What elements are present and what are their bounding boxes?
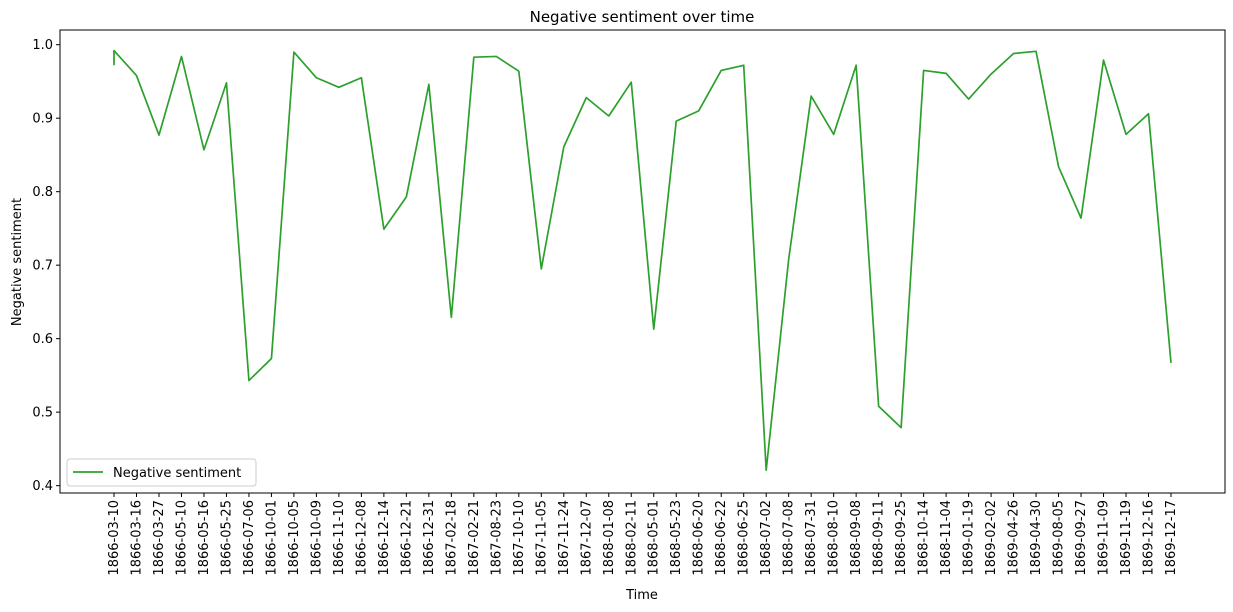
x-tick-label: 1869-01-19 — [962, 500, 977, 576]
y-tick-label: 0.4 — [32, 479, 53, 494]
x-tick-label: 1868-06-20 — [692, 500, 707, 576]
x-tick-label: 1868-09-25 — [894, 500, 909, 576]
legend-label: Negative sentiment — [113, 466, 241, 481]
x-tick-label: 1867-02-21 — [467, 500, 482, 576]
x-tick-label: 1866-05-16 — [197, 500, 212, 576]
x-tick-label: 1869-11-19 — [1119, 500, 1134, 576]
x-tick-label: 1868-02-11 — [624, 500, 639, 576]
x-tick-label: 1866-03-16 — [129, 500, 144, 576]
x-tick-label: 1867-10-10 — [512, 500, 527, 576]
x-tick-label: 1867-02-18 — [444, 500, 459, 576]
x-tick-label: 1868-05-23 — [669, 500, 684, 576]
x-tick-label: 1866-10-05 — [287, 500, 302, 576]
x-tick-label: 1868-06-22 — [714, 500, 729, 576]
x-tick-label: 1868-08-10 — [827, 500, 842, 576]
x-tick-label: 1866-03-10 — [107, 500, 122, 576]
x-tick-label: 1869-08-05 — [1052, 500, 1067, 576]
series-layer — [113, 49, 1172, 472]
x-tick-label: 1866-10-01 — [264, 500, 279, 576]
x-tick-label: 1868-01-08 — [602, 500, 617, 576]
x-tick-label: 1867-08-23 — [489, 500, 504, 576]
x-tick-label: 1868-07-08 — [782, 500, 797, 576]
x-axis-title: Time — [625, 588, 658, 603]
x-tick-label: 1866-05-25 — [219, 500, 234, 576]
y-tick-label: 0.8 — [32, 185, 53, 200]
x-tick-label: 1869-09-27 — [1074, 500, 1089, 576]
plot-frame — [59, 29, 1226, 494]
plot-area — [60, 30, 1225, 493]
series-line-negative-sentiment — [113, 49, 1172, 472]
x-tick-label: 1867-11-05 — [534, 500, 549, 576]
y-tick-label: 0.7 — [32, 259, 53, 274]
legend: Negative sentiment — [66, 458, 257, 487]
x-tick-label: 1866-07-06 — [242, 500, 257, 576]
y-axis-title: Negative sentiment — [10, 198, 25, 326]
chart-title: Negative sentiment over time — [530, 8, 755, 26]
x-tick-label: 1866-05-10 — [174, 500, 189, 576]
x-tick-label: 1866-11-10 — [332, 500, 347, 576]
x-tick-label: 1868-10-14 — [917, 500, 932, 576]
x-tick-label: 1869-04-26 — [1007, 500, 1022, 576]
y-axis: 0.4 0.5 0.6 0.7 0.8 0.9 1.0 — [32, 38, 60, 494]
x-tick-label: 1868-11-04 — [939, 500, 954, 576]
y-tick-label: 1.0 — [32, 38, 53, 53]
x-tick-label: 1867-12-07 — [579, 500, 594, 576]
x-tick-label: 1868-05-01 — [647, 500, 662, 576]
x-tick-label: 1868-09-08 — [849, 500, 864, 576]
x-tick-label: 1866-12-08 — [354, 500, 369, 576]
x-tick-label: 1869-02-02 — [984, 500, 999, 576]
x-tick-label: 1869-12-16 — [1142, 500, 1157, 576]
x-tick-label: 1869-12-17 — [1164, 500, 1179, 576]
x-tick-label: 1866-12-31 — [422, 500, 437, 576]
x-tick-label: 1868-07-31 — [804, 500, 819, 576]
x-tick-label: 1868-06-25 — [737, 500, 752, 576]
x-tick-label: 1866-03-27 — [152, 500, 167, 576]
y-tick-label: 0.6 — [32, 332, 53, 347]
y-tick-label: 0.5 — [32, 406, 53, 421]
x-tick-label: 1869-11-09 — [1097, 500, 1112, 576]
x-tick-label: 1868-09-11 — [872, 500, 887, 576]
x-tick-label: 1869-04-30 — [1029, 500, 1044, 576]
x-axis: 1866-03-10 1866-03-16 1866-03-27 1866-05-10… — [107, 493, 1179, 576]
x-tick-label: 1868-07-02 — [759, 500, 774, 576]
x-tick-label: 1866-12-14 — [377, 500, 392, 576]
x-tick-label: 1867-11-24 — [557, 500, 572, 576]
legend-box — [66, 458, 257, 487]
x-tick-label: 1866-10-09 — [309, 500, 324, 576]
y-tick-label: 0.9 — [32, 112, 53, 127]
x-tick-label: 1866-12-21 — [399, 500, 414, 576]
